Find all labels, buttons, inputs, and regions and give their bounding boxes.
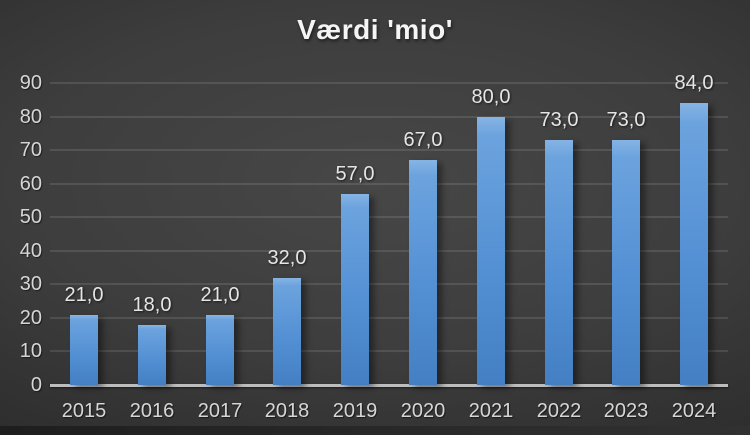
bar-value-label: 73,0	[539, 109, 579, 131]
bar-value-label: 67,0	[403, 129, 443, 151]
y-axis-tick-label: 80	[19, 106, 42, 128]
bar-2019	[341, 194, 369, 385]
gridline	[50, 82, 728, 84]
chart-title: Værdi 'mio'	[297, 14, 453, 45]
y-axis-tick-label: 10	[19, 340, 42, 362]
bar-value-label: 21,0	[64, 284, 104, 306]
x-axis-tick-label: 2021	[468, 400, 514, 422]
bar-2020	[409, 160, 437, 385]
x-axis-tick-label: 2018	[264, 400, 310, 422]
y-axis-tick-label: 30	[19, 273, 42, 295]
chart-bottom-edge	[0, 426, 750, 435]
bar-value-label: 32,0	[267, 247, 307, 269]
x-axis-tick-label: 2017	[197, 400, 243, 422]
bar-value-label: 21,0	[200, 284, 240, 306]
x-axis-tick-label: 2019	[332, 400, 378, 422]
y-axis-tick-label: 40	[19, 240, 42, 262]
bar-2016	[138, 325, 166, 385]
bar-2024	[680, 103, 708, 385]
x-axis-tick-label: 2016	[129, 400, 175, 422]
gridline	[50, 250, 728, 252]
gridline	[50, 317, 728, 319]
x-axis-tick-label: 2024	[671, 400, 717, 422]
gridline	[50, 116, 728, 118]
gridline	[50, 149, 728, 151]
bar-2023	[612, 140, 640, 385]
y-axis-tick-label: 50	[19, 206, 42, 228]
y-axis-tick-label: 60	[19, 173, 42, 195]
gridline	[50, 183, 728, 185]
gridline	[50, 350, 728, 352]
y-axis-tick-label: 0	[30, 374, 42, 396]
bar-2018	[273, 278, 301, 385]
bar-2015	[70, 315, 98, 385]
bar-value-label: 73,0	[606, 109, 646, 131]
bar-value-label: 80,0	[471, 86, 511, 108]
x-axis-line	[50, 384, 728, 387]
bar-2021	[477, 117, 505, 385]
bar-2017	[206, 315, 234, 385]
bar-value-label: 57,0	[335, 163, 375, 185]
y-axis-tick-label: 20	[19, 307, 42, 329]
y-axis-tick-label: 90	[19, 72, 42, 94]
x-axis-tick-label: 2023	[603, 400, 649, 422]
bar-value-label: 18,0	[132, 294, 172, 316]
gridline	[50, 216, 728, 218]
x-axis-tick-label: 2015	[61, 400, 107, 422]
bar-value-label: 84,0	[674, 72, 714, 94]
y-axis-tick-label: 70	[19, 139, 42, 161]
x-axis-tick-label: 2022	[536, 400, 582, 422]
x-axis-tick-label: 2020	[400, 400, 446, 422]
bar-2022	[545, 140, 573, 385]
gridline	[50, 283, 728, 285]
